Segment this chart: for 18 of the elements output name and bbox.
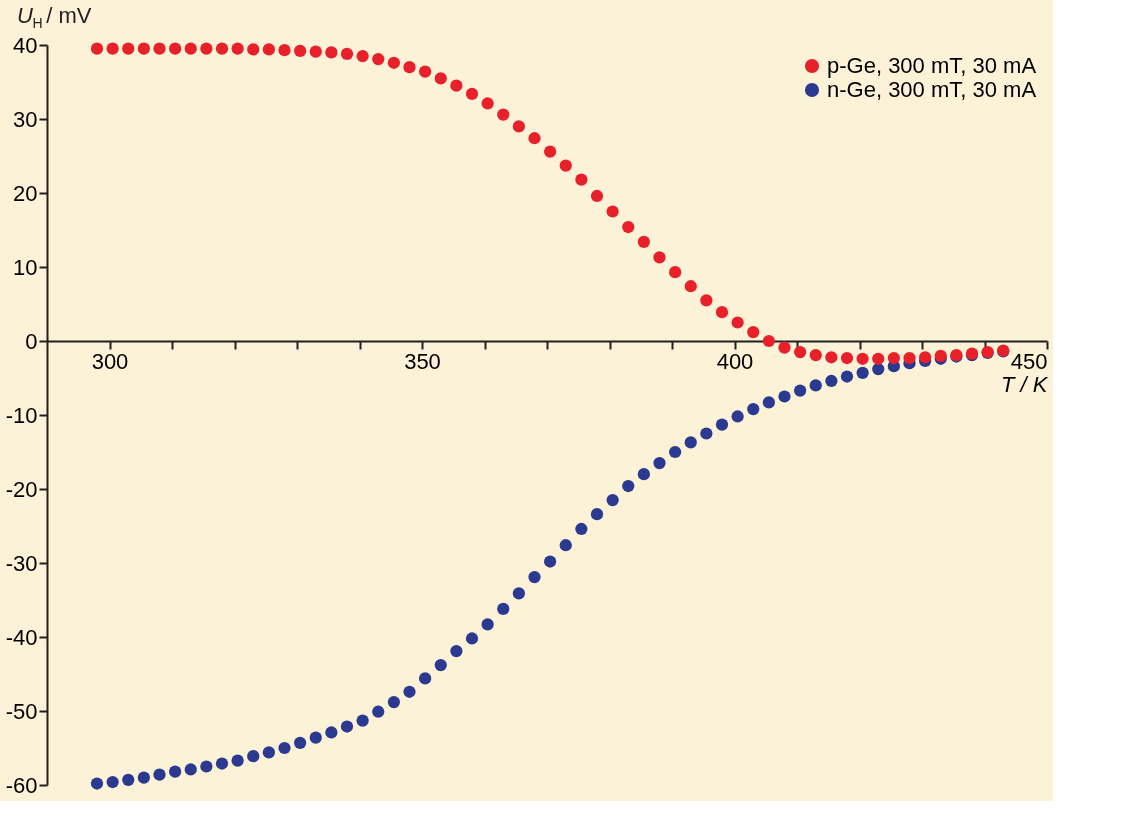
y-tick-label: 40 [13, 32, 38, 58]
y-tick-label: -40 [5, 624, 38, 650]
x-tick-label: 450 [1010, 348, 1048, 374]
y-tick-label: -10 [5, 402, 38, 428]
y-tick-label: -30 [5, 550, 38, 576]
y-tick-label: 0 [25, 328, 38, 354]
y-tick-label: -50 [5, 698, 38, 724]
x-tick-label: 300 [91, 348, 129, 374]
y-tick-label: -20 [5, 476, 38, 502]
x-tick-label: 400 [716, 348, 754, 374]
legend-label: p-Ge, 300 mT, 30 mA [827, 53, 1037, 78]
x-axis-title: T / K [1001, 371, 1049, 397]
y-tick-label: 30 [13, 106, 38, 132]
legend-label: n-Ge, 300 mT, 30 mA [827, 77, 1037, 102]
y-tick-label: 20 [13, 180, 38, 206]
y-tick-label: -60 [5, 772, 38, 798]
x-tick-label: 350 [404, 348, 441, 374]
y-tick-label: 10 [13, 254, 38, 280]
